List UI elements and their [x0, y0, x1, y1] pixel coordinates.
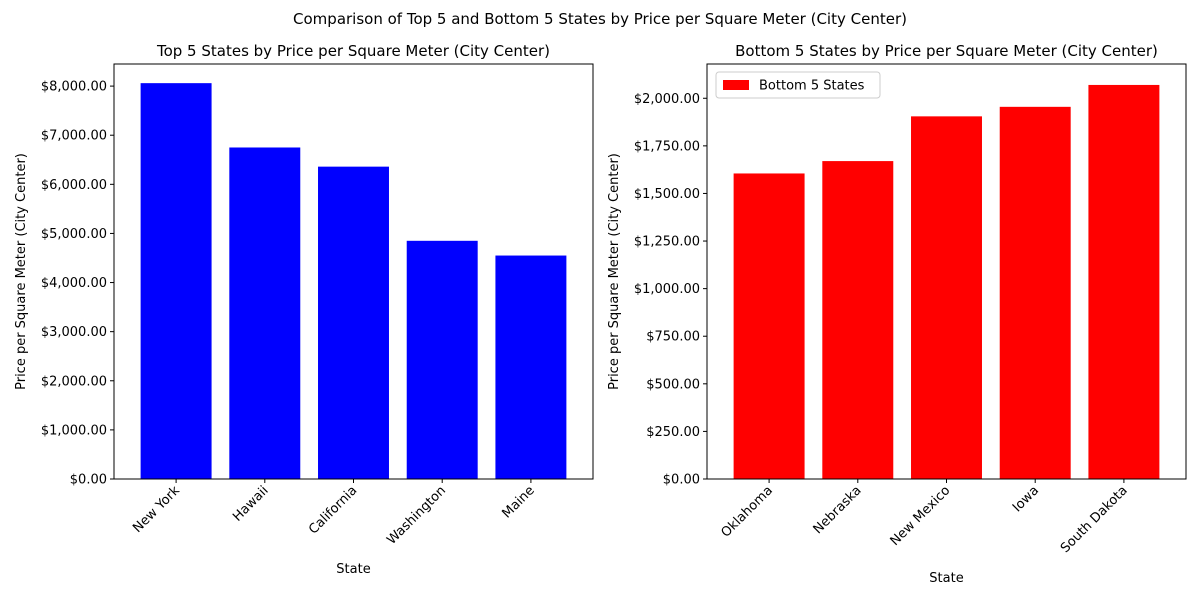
chart-1-xtick-label-1: New York [130, 483, 183, 536]
figure-suptitle: Comparison of Top 5 and Bottom 5 States … [293, 10, 907, 28]
chart-1-ytick-label-1: $0.00 [70, 473, 107, 488]
chart-1-bar-5 [495, 255, 567, 479]
chart-2-title: Bottom 5 States by Price per Square Mete… [735, 42, 1158, 60]
chart-1-ytick-label-4: $3,000.00 [41, 325, 107, 340]
chart-1-ytick-label-2: $1,000.00 [41, 423, 107, 438]
chart-1-bar-2 [229, 147, 301, 479]
chart-2-ytick-label-2: $250.00 [646, 425, 700, 440]
chart-2-ytick-label-1: $0.00 [663, 473, 700, 488]
chart-1-xtick-label-2: Hawaii [230, 483, 271, 524]
chart-1-title: Top 5 States by Price per Square Meter (… [156, 42, 550, 60]
chart-2-legend-swatch [723, 80, 749, 90]
chart-2-bar-1 [733, 173, 805, 480]
chart-2-ytick-label-8: $1,750.00 [634, 139, 700, 154]
chart-2-bar-5 [1088, 84, 1160, 479]
chart-2-ytick-label-9: $2,000.00 [634, 92, 700, 107]
chart-2-ytick-label-5: $1,000.00 [634, 282, 700, 297]
chart-2-bar-4 [999, 106, 1071, 479]
chart-2-bar-2 [822, 161, 894, 479]
chart-2-ytick-label-7: $1,500.00 [634, 187, 700, 202]
chart-2-xtick-label-4: Iowa [1010, 483, 1042, 515]
chart-1-bar-3 [318, 166, 389, 480]
chart-1-xtick-label-4: Washington [384, 483, 449, 548]
chart-1-ytick-label-9: $8,000.00 [41, 80, 107, 95]
chart-1-ytick-label-6: $5,000.00 [41, 227, 107, 242]
chart-2-xlabel: State [929, 571, 963, 586]
chart-2-legend-box [715, 71, 881, 99]
chart-1-xtick-label-3: California [306, 483, 360, 537]
chart-2-ytick-label-6: $1,250.00 [634, 235, 700, 250]
chart-2-bar-3 [911, 116, 982, 479]
chart-2-ylabel: Price per Square Meter (City Center) [607, 153, 622, 390]
chart-2-ytick-label-3: $500.00 [646, 377, 700, 392]
chart-1-ytick-label-3: $2,000.00 [41, 374, 107, 389]
chart-1-ytick-label-8: $7,000.00 [41, 129, 107, 144]
chart-2-ytick-label-4: $750.00 [646, 330, 700, 345]
chart-1-xlabel: State [336, 562, 370, 577]
chart-2-legend-label: Bottom 5 States [759, 79, 865, 94]
chart-1-xtick-label-5: Maine [500, 483, 538, 521]
chart-1-bar-4 [406, 240, 478, 479]
chart-2-xtick-label-5: South Dakota [1058, 483, 1131, 556]
chart-1-bar-1 [140, 83, 212, 480]
chart-1-ytick-label-7: $6,000.00 [41, 178, 107, 193]
chart-2-xtick-label-2: Nebraska [811, 483, 865, 537]
chart-2-xtick-label-3: New Mexico [888, 483, 954, 549]
chart-2-xtick-label-1: Oklahoma [719, 483, 776, 540]
chart-1-ylabel: Price per Square Meter (City Center) [14, 153, 29, 390]
chart-1-ytick-label-5: $4,000.00 [41, 276, 107, 291]
